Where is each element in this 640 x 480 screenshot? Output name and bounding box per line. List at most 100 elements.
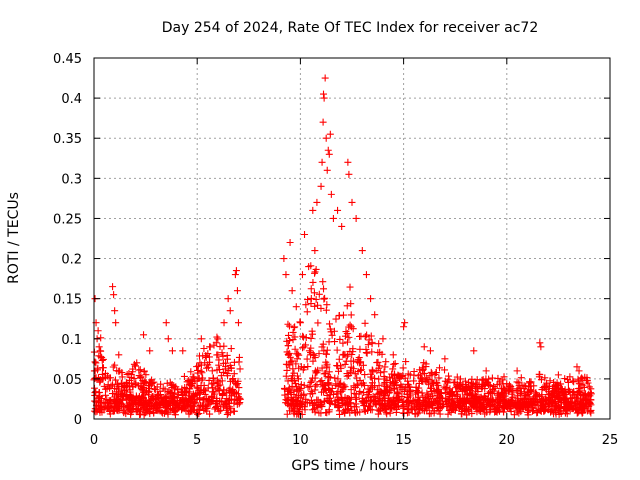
data-point xyxy=(415,384,423,392)
data-point xyxy=(436,364,444,372)
data-point xyxy=(559,407,567,415)
data-point xyxy=(579,409,587,417)
data-point xyxy=(374,358,382,366)
data-point xyxy=(282,360,290,368)
data-point xyxy=(322,358,330,366)
data-point xyxy=(354,358,362,366)
data-point xyxy=(333,396,341,404)
data-point xyxy=(206,343,214,351)
data-point xyxy=(322,409,330,417)
data-point xyxy=(577,375,585,383)
data-point xyxy=(411,397,419,405)
data-point xyxy=(286,239,294,247)
data-point xyxy=(169,394,177,402)
data-point xyxy=(153,383,161,391)
data-point xyxy=(283,366,291,374)
data-point xyxy=(381,387,389,395)
data-point xyxy=(315,290,323,298)
data-point xyxy=(233,287,241,295)
data-point xyxy=(347,393,355,401)
data-point xyxy=(453,373,461,381)
data-point xyxy=(140,331,148,339)
data-point xyxy=(347,300,355,308)
data-point xyxy=(299,366,307,374)
data-point xyxy=(295,351,303,359)
data-point xyxy=(371,374,379,382)
data-point xyxy=(427,368,435,376)
data-point xyxy=(139,393,147,401)
data-point xyxy=(421,394,429,402)
data-point xyxy=(461,387,469,395)
data-point xyxy=(345,333,353,341)
data-point xyxy=(394,402,402,410)
data-point xyxy=(230,407,238,415)
data-point xyxy=(309,330,316,338)
data-point xyxy=(211,405,219,413)
data-point xyxy=(534,408,542,416)
data-point xyxy=(503,380,511,388)
data-point xyxy=(320,388,328,396)
data-point xyxy=(320,94,328,102)
data-point xyxy=(110,291,118,299)
data-point xyxy=(363,349,371,357)
data-point xyxy=(352,214,360,222)
data-point xyxy=(363,331,371,339)
data-point xyxy=(364,394,372,402)
data-point xyxy=(216,398,224,406)
data-point xyxy=(424,400,432,408)
data-point xyxy=(401,319,409,327)
data-point xyxy=(335,355,343,363)
data-point xyxy=(302,334,310,342)
data-point xyxy=(458,402,466,410)
data-point xyxy=(587,406,595,414)
data-point xyxy=(356,408,364,416)
data-point xyxy=(99,364,107,372)
data-point xyxy=(94,366,102,374)
data-point xyxy=(98,408,106,416)
data-point xyxy=(394,390,402,398)
data-point xyxy=(337,388,345,396)
data-point xyxy=(311,269,319,277)
data-point xyxy=(428,376,436,384)
data-point xyxy=(96,347,104,355)
data-point xyxy=(122,410,130,418)
data-point xyxy=(328,384,336,392)
data-point xyxy=(470,347,478,355)
data-point xyxy=(220,342,228,350)
y-tick-label: 0 xyxy=(74,413,82,428)
data-point xyxy=(130,360,138,368)
data-point xyxy=(545,382,553,390)
data-point xyxy=(445,376,453,384)
x-tick-label: 0 xyxy=(90,433,98,448)
data-point xyxy=(390,360,398,368)
data-point xyxy=(197,335,205,343)
data-point xyxy=(306,390,314,398)
data-point xyxy=(215,356,223,364)
data-point xyxy=(426,393,434,401)
data-point xyxy=(535,405,543,413)
data-point xyxy=(513,367,521,375)
data-point xyxy=(232,267,240,275)
data-point xyxy=(483,408,491,416)
data-point xyxy=(91,358,99,366)
data-point xyxy=(129,405,137,413)
data-point xyxy=(338,222,346,230)
data-point xyxy=(214,378,222,386)
data-point xyxy=(154,393,162,401)
chart-title: Day 254 of 2024, Rate Of TEC Index for r… xyxy=(162,20,538,36)
data-point xyxy=(230,370,238,378)
data-point xyxy=(310,289,318,297)
data-point xyxy=(499,408,507,416)
data-point xyxy=(422,374,430,382)
data-point xyxy=(195,352,203,360)
data-point xyxy=(115,367,123,375)
data-point xyxy=(323,346,331,354)
data-point xyxy=(524,389,532,397)
data-point xyxy=(101,391,109,399)
data-point xyxy=(112,391,120,399)
data-point xyxy=(128,393,136,401)
data-point xyxy=(493,407,501,415)
data-point xyxy=(325,150,333,158)
data-point xyxy=(231,271,239,279)
data-point xyxy=(417,371,425,379)
